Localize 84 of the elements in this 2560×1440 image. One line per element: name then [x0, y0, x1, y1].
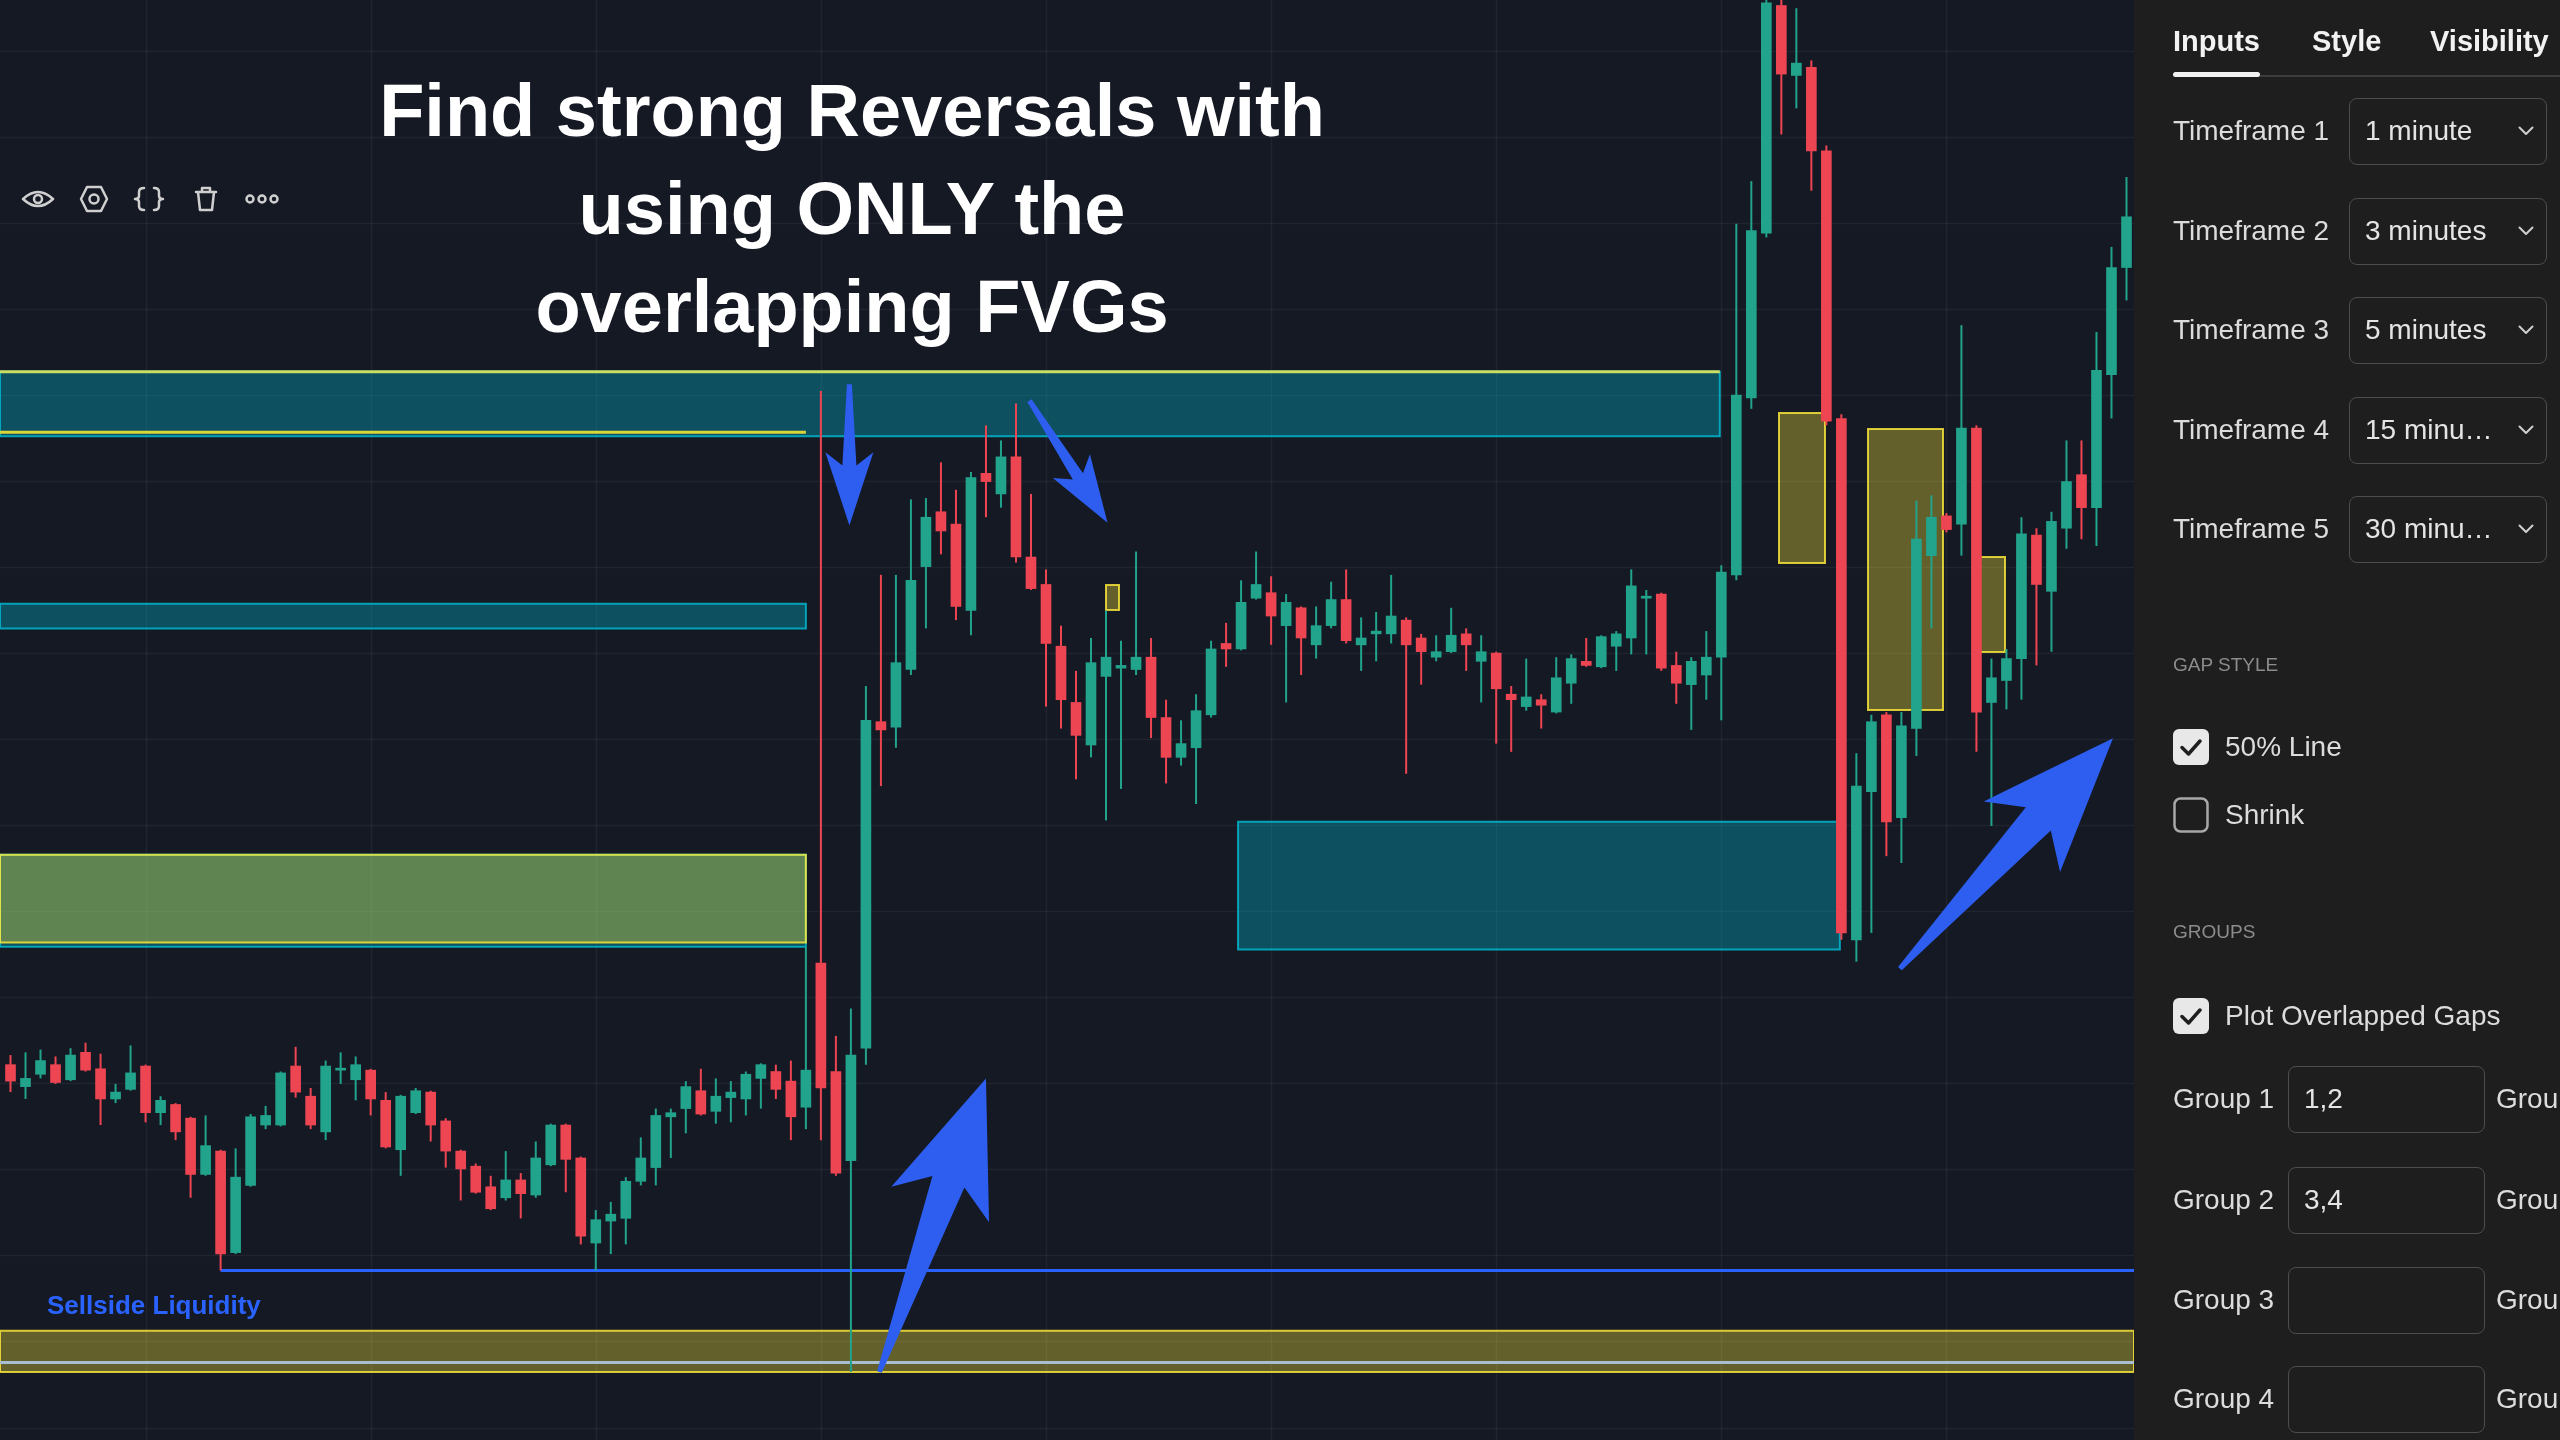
candlestick: [1220, 621, 1232, 668]
candlestick: [875, 573, 887, 788]
candlestick: [1941, 512, 1952, 534]
candlestick: [155, 1095, 166, 1127]
candlestick: [1130, 550, 1142, 677]
text-field: 1,2: [2288, 1066, 2485, 1133]
candlestick: [725, 1080, 737, 1124]
text: Grou: [2496, 1382, 2559, 1416]
candlestick: [770, 1063, 782, 1100]
candlestick: [455, 1148, 467, 1202]
text: GAP STYLE: [2173, 653, 2279, 676]
text: Inputs: [2173, 24, 2260, 59]
candlestick: [1460, 627, 1472, 672]
candlestick: [1475, 634, 1487, 704]
text: Timeframe 5: [2173, 512, 2330, 546]
dropdown: 5 minutes: [2349, 297, 2547, 364]
text: 50% Line: [2225, 730, 2342, 764]
dropdown: 15 minu…: [2349, 397, 2547, 464]
candlestick: [2001, 647, 2012, 711]
candlestick: [1580, 636, 1592, 668]
candlestick: [500, 1150, 512, 1202]
candlestick: [1445, 606, 1457, 655]
candlestick: [1415, 632, 1427, 686]
candlestick: [710, 1077, 722, 1125]
dropdown: 1 minute: [2349, 98, 2547, 165]
candlestick: [35, 1048, 46, 1080]
text: Find strong Reversals with using ONLY the overlapping FVGs: [378, 68, 1326, 350]
candlestick: [1700, 630, 1712, 701]
candlestick: [1610, 630, 1622, 672]
candlestick: [80, 1041, 91, 1073]
candlestick: [1175, 719, 1187, 767]
candlestick: [1640, 588, 1652, 656]
text: Style: [2312, 24, 2382, 59]
candlestick: [1385, 573, 1397, 645]
text: Shrink: [2225, 798, 2305, 832]
ref-line-label: Sellside Liquidity: [47, 1289, 262, 1320]
candlestick: [1505, 685, 1517, 753]
text: Timeframe 3: [2173, 313, 2330, 347]
text: Grou: [2496, 1183, 2559, 1217]
candlestick: [410, 1087, 422, 1116]
text: Grou: [2496, 1082, 2559, 1116]
candlestick: [1265, 575, 1277, 646]
candlestick: [350, 1055, 361, 1102]
text: Plot Overlapped Gaps: [2225, 999, 2501, 1033]
candlestick: [1791, 7, 1802, 110]
text: Group 2: [2173, 1183, 2275, 1217]
candlestick: [50, 1055, 61, 1085]
candlestick: [590, 1209, 602, 1272]
dropdown: 3 minutes: [2349, 198, 2547, 265]
candlestick: [515, 1172, 527, 1220]
text: Group 3: [2173, 1283, 2275, 1317]
dropdown: 30 minu…: [2349, 496, 2547, 563]
text: Group 4: [2173, 1382, 2275, 1416]
candlestick: [1670, 650, 1682, 705]
candlestick: [1250, 550, 1262, 601]
candlestick: [5, 1054, 16, 1094]
text: Timeframe 4: [2173, 413, 2330, 447]
candlestick: [695, 1067, 707, 1117]
candlestick: [755, 1062, 767, 1110]
text: Visibility: [2430, 24, 2549, 59]
candlestick: [1520, 657, 1532, 712]
candlestick: [1280, 593, 1292, 704]
text: Grou: [2496, 1283, 2559, 1317]
candlestick: [665, 1107, 677, 1159]
candlestick: [1685, 656, 1697, 731]
text: GROUPS: [2173, 920, 2256, 943]
candlestick: [680, 1080, 692, 1135]
candlestick: [935, 461, 947, 556]
candlestick: [980, 424, 992, 519]
candlestick: [1310, 605, 1322, 660]
candlestick: [1535, 693, 1547, 730]
candlestick: [1100, 609, 1112, 822]
candlestick: [1430, 634, 1442, 663]
candlestick: [485, 1174, 497, 1212]
candlestick: [125, 1044, 136, 1092]
text-field: 3,4: [2288, 1167, 2485, 1234]
text: Timeframe 1: [2173, 114, 2330, 148]
text: Timeframe 2: [2173, 214, 2330, 248]
text: Group 1: [2173, 1082, 2275, 1116]
candlestick: [605, 1200, 617, 1256]
candlestick: [635, 1136, 647, 1187]
candlestick: [110, 1082, 121, 1105]
candlestick: [20, 1051, 31, 1100]
candlestick: [260, 1104, 271, 1131]
